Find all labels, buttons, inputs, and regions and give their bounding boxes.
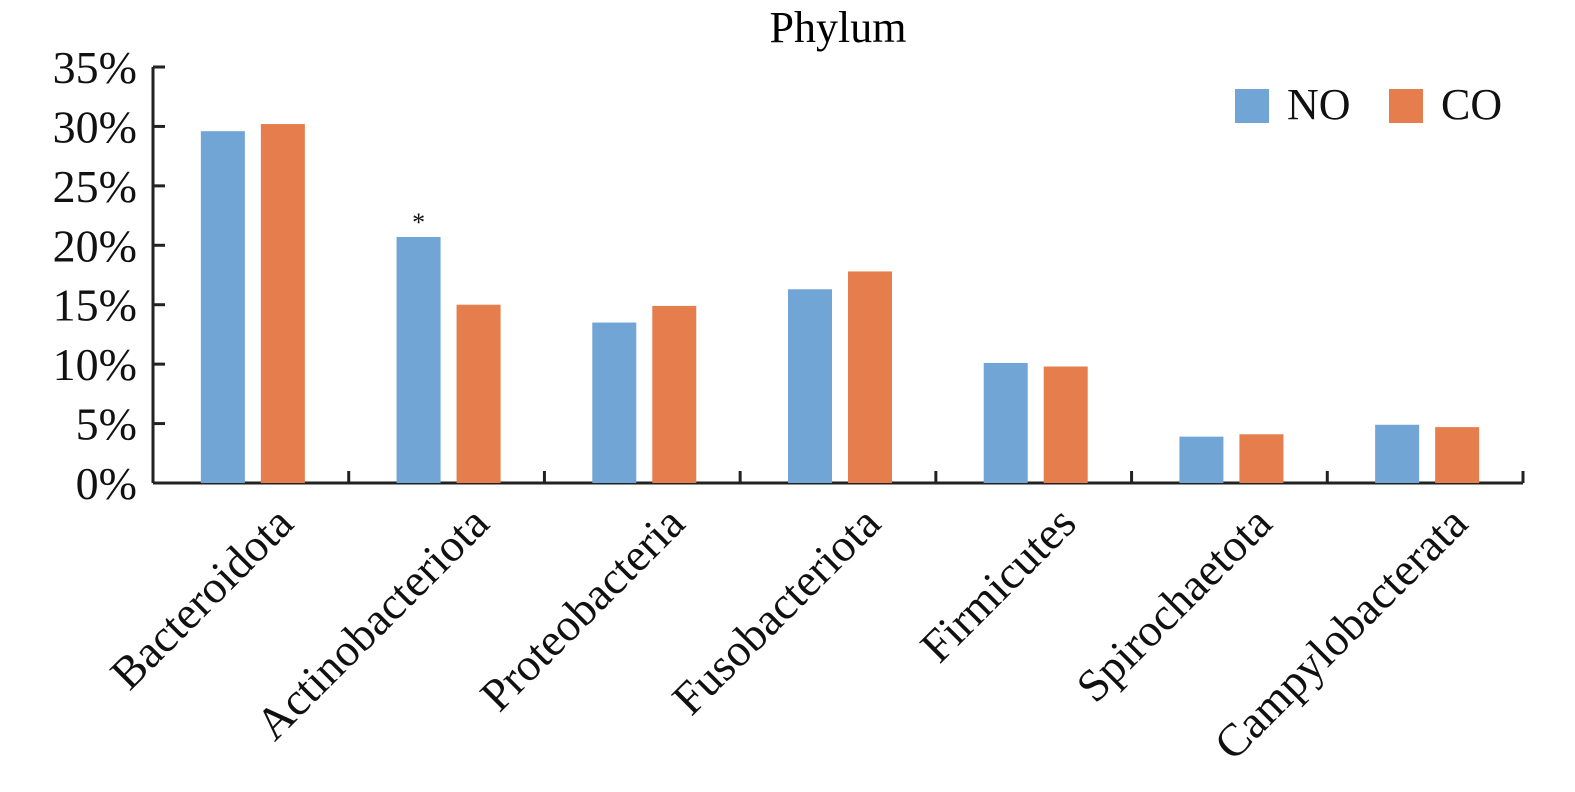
bar-no	[200, 131, 245, 483]
x-tick-label: Firmicutes	[910, 497, 1085, 672]
x-tick-label: Spirochaetota	[1066, 497, 1281, 712]
bar-co	[1043, 366, 1088, 483]
bar-no	[788, 289, 832, 483]
bar-no	[983, 362, 1028, 483]
x-tick-label: Bacteroidota	[100, 497, 302, 699]
y-tick-label: 35%	[53, 42, 137, 93]
x-tick-label: Fusobacteriota	[662, 497, 890, 725]
y-tick-label: 20%	[53, 220, 137, 271]
bar-co	[848, 271, 892, 483]
bar-co	[652, 305, 697, 483]
y-tick-label: 5%	[76, 399, 137, 450]
legend-label-co: CO	[1441, 80, 1502, 129]
y-tick-label: 30%	[53, 101, 137, 152]
bar-co	[1239, 434, 1284, 483]
legend: NO CO	[1235, 80, 1502, 129]
y-tick-label: 10%	[53, 339, 137, 390]
bar-co	[1435, 427, 1480, 483]
y-tick-label: 15%	[53, 280, 137, 331]
bar-no	[1179, 436, 1224, 483]
bar-co	[456, 304, 501, 483]
bar-no	[592, 322, 637, 483]
legend-label-no: NO	[1287, 80, 1351, 129]
legend-swatch-no	[1235, 89, 1269, 123]
bar-no	[396, 236, 441, 483]
legend-swatch-co	[1389, 89, 1423, 123]
x-tick-label: Proteobacteria	[470, 497, 694, 721]
bar-no	[1375, 424, 1420, 483]
y-tick-label: 0%	[76, 458, 137, 509]
significance-marker: *	[412, 208, 425, 237]
bar-co	[260, 124, 305, 484]
y-tick-label: 25%	[53, 161, 137, 212]
chart-title: Phylum	[770, 3, 907, 52]
